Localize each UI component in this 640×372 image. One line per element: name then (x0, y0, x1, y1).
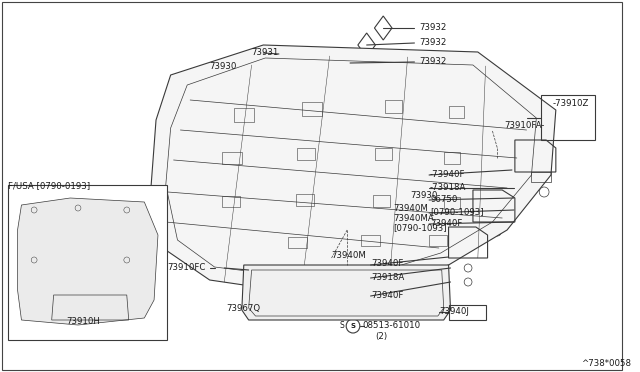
Text: [0790-1093]: [0790-1093] (393, 224, 447, 232)
Text: S: S (339, 321, 344, 330)
Text: 73940F: 73940F (372, 260, 404, 269)
Text: 73930: 73930 (210, 61, 237, 71)
Circle shape (483, 121, 492, 131)
Text: 73940J: 73940J (440, 307, 470, 315)
Text: 73940F: 73940F (372, 291, 404, 299)
Text: 73931: 73931 (252, 48, 279, 57)
Polygon shape (242, 265, 451, 320)
Polygon shape (17, 198, 158, 325)
Text: (2): (2) (376, 333, 388, 341)
Text: 73910H: 73910H (67, 317, 100, 326)
Text: [0790-1093]: [0790-1093] (430, 208, 484, 217)
Text: 73932: 73932 (419, 38, 447, 46)
Text: 73940M: 73940M (332, 251, 367, 260)
Text: 73930: 73930 (410, 190, 438, 199)
Text: 73910FC: 73910FC (168, 263, 206, 273)
Text: 73940M: 73940M (393, 203, 428, 212)
Text: S: S (351, 323, 355, 329)
Text: 73910FA-: 73910FA- (504, 121, 545, 129)
Text: ^738*0058: ^738*0058 (581, 359, 631, 368)
Text: -73940F: -73940F (430, 170, 465, 179)
Polygon shape (151, 45, 556, 290)
Text: 96750: 96750 (430, 195, 458, 203)
Text: 73932: 73932 (419, 57, 447, 65)
Text: 73967Q: 73967Q (226, 305, 260, 314)
Text: -73910Z: -73910Z (553, 99, 589, 108)
Text: 73918A: 73918A (372, 273, 404, 282)
Text: -73918A: -73918A (430, 183, 467, 192)
Polygon shape (8, 185, 167, 340)
Text: 73940F: 73940F (430, 218, 463, 228)
Text: F/USA [0790-0193]: F/USA [0790-0193] (8, 182, 90, 190)
Text: 73932: 73932 (419, 22, 447, 32)
Text: 08513-61010: 08513-61010 (363, 321, 421, 330)
Text: 73940MA: 73940MA (393, 214, 434, 222)
